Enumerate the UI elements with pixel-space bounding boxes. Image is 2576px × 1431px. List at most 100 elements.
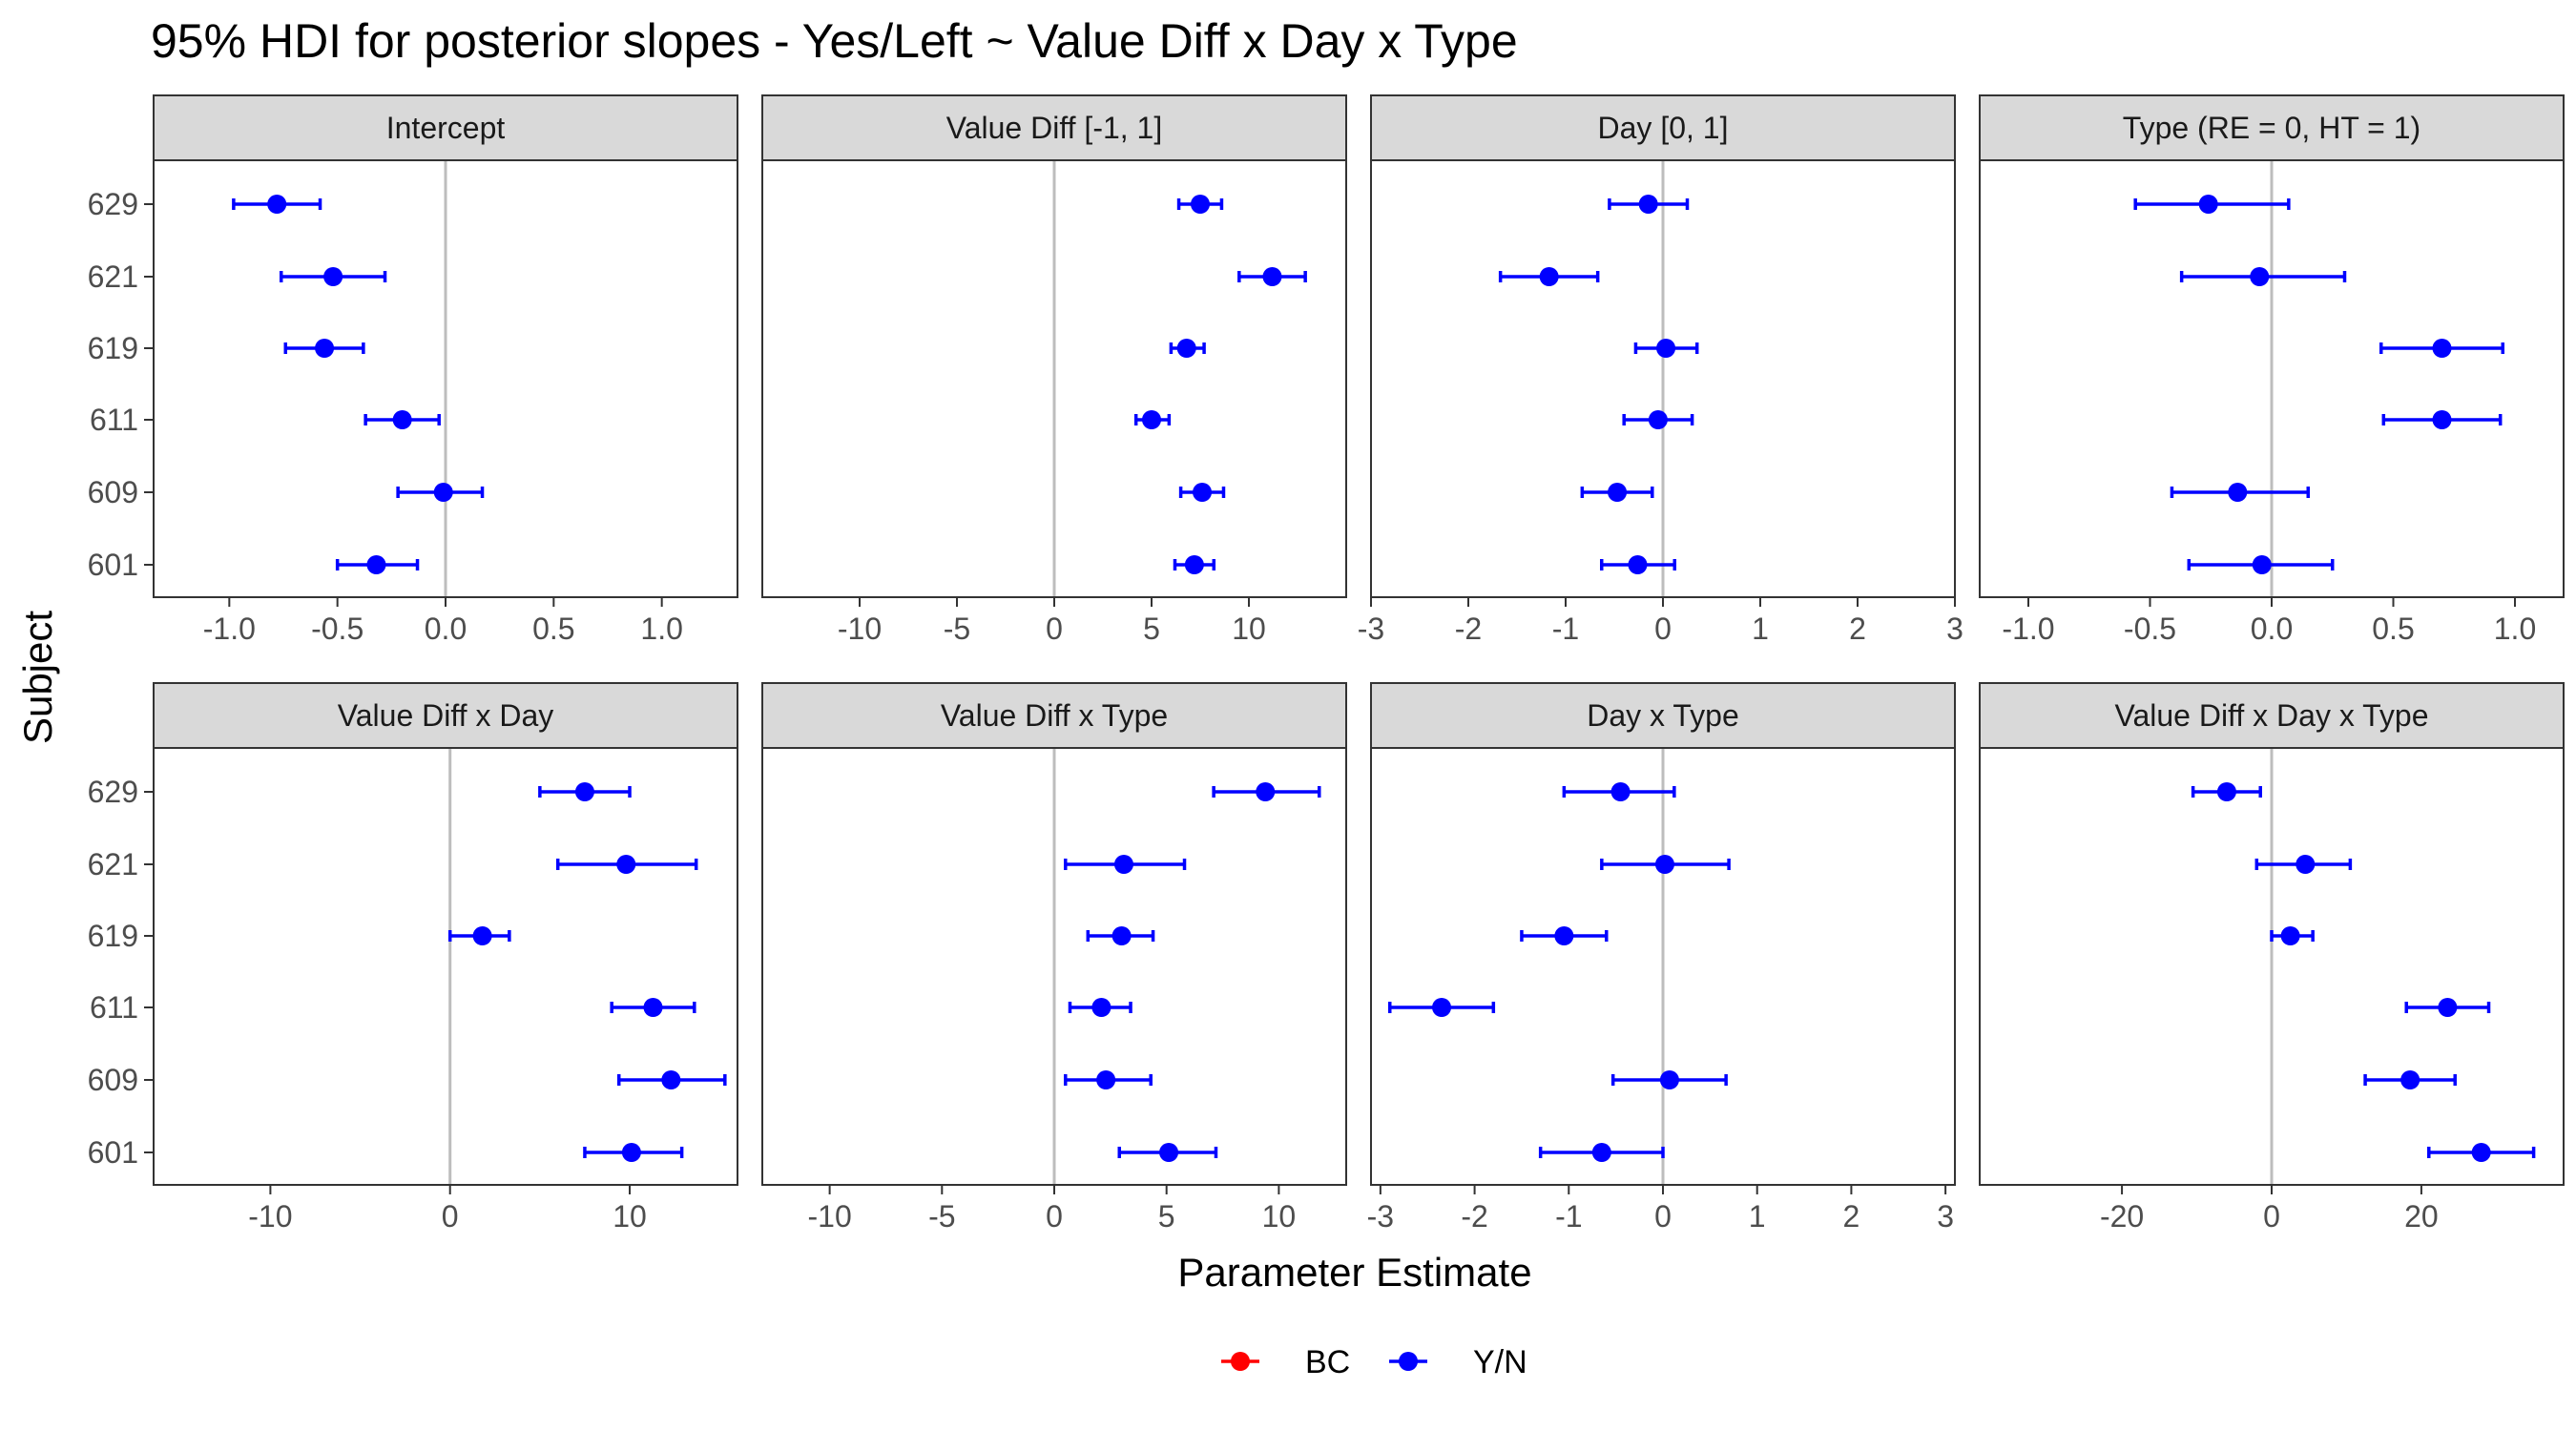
y-tick-label-629: 629 — [88, 187, 138, 221]
estimate-point-601 — [1591, 1143, 1611, 1162]
facet-strip-label: Value Diff x Type — [941, 698, 1168, 733]
x-tick-label: -2 — [1461, 1199, 1487, 1234]
estimate-point-609 — [2228, 483, 2248, 502]
x-tick-label: -10 — [248, 1199, 292, 1234]
x-tick-label: 0 — [1046, 1199, 1063, 1234]
x-axis-title: Parameter Estimate — [1177, 1250, 1531, 1295]
y-tick-label-621: 621 — [88, 847, 138, 881]
x-tick-label: 0 — [1654, 1199, 1672, 1234]
estimate-point-621 — [1654, 855, 1674, 874]
estimate-point-619 — [1554, 926, 1574, 945]
estimate-point-629 — [2216, 782, 2236, 801]
x-tick-label: -1.0 — [203, 612, 256, 646]
x-tick-label: 0.0 — [425, 612, 467, 646]
x-tick-label: 3 — [1946, 612, 1963, 646]
legend-key-point — [1399, 1352, 1418, 1371]
estimate-point-629 — [1638, 195, 1658, 214]
facet-strip-label: Value Diff [-1, 1] — [946, 111, 1162, 145]
estimate-point-601 — [1628, 555, 1648, 574]
facet-day-x-type: Day x Type -3 -2 -1 0 1 2 3 — [1367, 682, 1956, 1234]
x-tick-label: 0 — [1654, 612, 1672, 646]
facet-strip — [153, 682, 738, 749]
estimate-point-601 — [366, 555, 386, 574]
facet-strip-label: Day [0, 1] — [1598, 111, 1729, 145]
legend-item-y-n: Y/N — [1389, 1344, 1527, 1380]
estimate-point-609 — [2400, 1070, 2420, 1089]
estimate-point-609 — [1659, 1070, 1679, 1089]
x-tick-label: 10 — [1232, 612, 1266, 646]
x-tick-label: 0 — [2263, 1199, 2280, 1234]
estimate-point-611 — [1648, 410, 1668, 429]
x-tick-label: 1 — [1749, 1199, 1766, 1234]
x-tick-label: -3 — [1367, 1199, 1394, 1234]
y-tick-label-621: 621 — [88, 259, 138, 294]
estimate-point-619 — [2280, 926, 2300, 945]
estimate-point-601 — [1159, 1143, 1179, 1162]
estimate-point-621 — [2250, 267, 2270, 286]
estimate-point-621 — [1539, 267, 1559, 286]
y-tick-label-619: 619 — [88, 919, 138, 953]
x-tick-label: 0 — [442, 1199, 459, 1234]
legend-key-point — [1231, 1352, 1250, 1371]
x-tick-label: -2 — [1455, 612, 1482, 646]
facet-strip — [1979, 682, 2565, 749]
estimate-point-621 — [1113, 855, 1133, 874]
estimate-point-629 — [1610, 782, 1631, 801]
x-tick-label: 20 — [2404, 1199, 2439, 1234]
x-tick-label: -0.5 — [2124, 612, 2176, 646]
estimate-point-609 — [1096, 1070, 1116, 1089]
x-tick-label: -0.5 — [311, 612, 364, 646]
x-tick-label: 1 — [1752, 612, 1769, 646]
estimate-point-619 — [315, 339, 335, 358]
facet-strip-label: Type (RE = 0, HT = 1) — [2123, 111, 2420, 145]
estimate-point-601 — [2252, 555, 2272, 574]
estimate-point-629 — [267, 195, 287, 214]
x-tick-label: 1.0 — [2494, 612, 2536, 646]
y-tick-label-609: 609 — [88, 1063, 138, 1097]
facet-panel-border — [153, 747, 738, 1186]
y-tick-label-601: 601 — [88, 1135, 138, 1170]
estimate-point-629 — [2198, 195, 2218, 214]
estimate-point-611 — [392, 410, 412, 429]
x-tick-label: -3 — [1358, 612, 1384, 646]
x-tick-label: 5 — [1143, 612, 1160, 646]
estimate-point-601 — [621, 1143, 641, 1162]
facet-strip-label: Value Diff x Day x Type — [2114, 698, 2428, 733]
estimate-point-601 — [2471, 1143, 2491, 1162]
x-tick-label: -20 — [2100, 1199, 2144, 1234]
estimate-point-621 — [323, 267, 343, 286]
facet-plot-area — [154, 748, 737, 1185]
estimate-point-621 — [616, 855, 636, 874]
facet-strip-label: Intercept — [386, 111, 506, 145]
facet-strip — [153, 94, 738, 161]
estimate-point-611 — [1142, 410, 1161, 429]
facet-panels: Intercept -1.0 -0.5 0.0 0.5 1.0 629 621 619 611 60… — [88, 94, 2565, 1234]
x-tick-label: 3 — [1937, 1199, 1954, 1234]
estimate-point-611 — [2438, 998, 2458, 1017]
estimate-point-629 — [574, 782, 594, 801]
facet-type-re-0-ht-1: Type (RE = 0, HT = 1) -1.0 -0.5 0.0 0.5 1.0 — [1979, 94, 2565, 646]
y-tick-label-619: 619 — [88, 331, 138, 365]
x-tick-label: 0.0 — [2251, 612, 2293, 646]
estimate-point-609 — [1193, 483, 1213, 502]
x-tick-label: 5 — [1158, 1199, 1175, 1234]
y-tick-label-601: 601 — [88, 548, 138, 582]
y-tick-label-609: 609 — [88, 475, 138, 509]
chart-title: 95% HDI for posterior slopes - Yes/Left … — [151, 14, 1518, 68]
estimate-point-611 — [1091, 998, 1111, 1017]
x-tick-label: -5 — [928, 1199, 955, 1234]
facet-value-diff-x-day-x-type: Value Diff x Day x Type -20 0 20 — [1979, 682, 2565, 1234]
facet-value-diff-x-day: Value Diff x Day -10 0 10 629 621 619 611 609 601 — [88, 682, 738, 1234]
estimate-point-601 — [1184, 555, 1204, 574]
facet-strip-label: Value Diff x Day — [338, 698, 553, 733]
y-tick-label-611: 611 — [90, 990, 138, 1025]
legend: BC Y/N — [1221, 1344, 1527, 1380]
facet-strip — [1370, 682, 1956, 749]
estimate-point-609 — [1608, 483, 1628, 502]
x-tick-label: 0.5 — [532, 612, 574, 646]
x-tick-label: 0 — [1046, 612, 1063, 646]
x-tick-label: 10 — [1262, 1199, 1297, 1234]
x-tick-label: 0.5 — [2372, 612, 2414, 646]
estimate-point-619 — [1176, 339, 1196, 358]
x-tick-label: -1 — [1552, 612, 1579, 646]
